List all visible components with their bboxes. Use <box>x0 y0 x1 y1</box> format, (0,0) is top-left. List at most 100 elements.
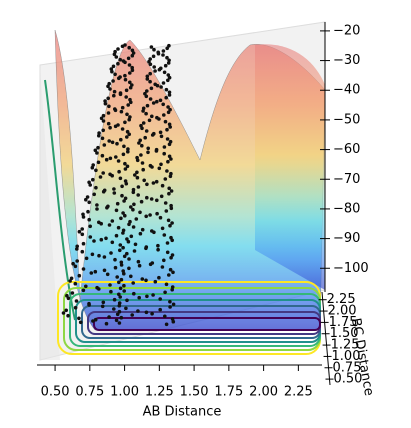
trajectory-dot <box>162 113 166 117</box>
trajectory-dot <box>159 134 164 139</box>
trajectory-dot <box>131 187 136 192</box>
trajectory-dot <box>126 149 130 154</box>
trajectory-dot <box>113 265 118 270</box>
trajectory-dot <box>123 179 128 183</box>
trajectory-dot <box>160 265 165 269</box>
trajectory-dot <box>97 131 101 135</box>
trajectory-dot <box>162 233 167 237</box>
trajectory-dot <box>167 58 171 63</box>
trajectory-dot <box>167 93 172 97</box>
trajectory-dot <box>140 126 144 131</box>
trajectory-dot <box>127 266 131 271</box>
trajectory-dot <box>110 219 115 223</box>
x-tick-label: 1.00 <box>110 385 139 400</box>
trajectory-dot <box>121 245 125 250</box>
trajectory-dot <box>80 227 84 231</box>
trajectory-dot <box>122 271 126 276</box>
trajectory-dot <box>120 105 125 110</box>
trajectory-dot <box>101 119 106 123</box>
trajectory-dot <box>140 161 145 165</box>
trajectory-dot <box>170 238 174 243</box>
trajectory-dot <box>73 281 78 286</box>
trajectory-dot <box>87 303 91 307</box>
trajectory-dot <box>119 260 124 265</box>
trajectory-dot <box>119 216 123 221</box>
z-tick-label: −40 <box>333 83 360 98</box>
x-tick-label: 0.75 <box>75 385 104 400</box>
trajectory-dot <box>110 69 114 74</box>
trajectory-dot <box>123 73 127 78</box>
trajectory-dot <box>70 291 75 295</box>
trajectory-dot <box>150 311 154 316</box>
z-tick-label: −30 <box>333 53 360 68</box>
x-tick-label: 1.75 <box>214 385 243 400</box>
trajectory-dot <box>125 298 129 303</box>
trajectory-dot <box>130 83 134 87</box>
trajectory-dot <box>140 227 145 232</box>
trajectory-dot <box>156 243 160 248</box>
trajectory-dot <box>125 251 129 256</box>
trajectory-dot <box>116 225 121 230</box>
trajectory-dot <box>168 107 172 112</box>
trajectory-dot <box>148 213 152 217</box>
trajectory-dot <box>88 235 93 239</box>
trajectory-dot <box>155 83 160 88</box>
trajectory-dot <box>156 51 161 56</box>
trajectory-dot <box>84 284 88 289</box>
trajectory-dot <box>165 127 169 132</box>
trajectory-dot <box>120 193 124 198</box>
trajectory-dot <box>148 62 153 67</box>
trajectory-dot <box>101 189 106 194</box>
trajectory-dot <box>145 77 150 81</box>
trajectory-dot <box>111 64 116 69</box>
trajectory-dot <box>89 271 94 275</box>
trajectory-dot <box>92 239 96 243</box>
trajectory-dot <box>171 302 176 307</box>
trajectory-dot <box>123 60 127 65</box>
trajectory-dot <box>132 202 136 207</box>
trajectory-dot <box>164 209 169 213</box>
trajectory-dot <box>144 278 148 283</box>
trajectory-dot <box>88 224 92 229</box>
trajectory-dot <box>135 158 140 163</box>
trajectory-dot <box>110 173 114 178</box>
trajectory-dot <box>149 197 154 201</box>
trajectory-dot <box>113 124 118 129</box>
trajectory-dot <box>166 105 170 109</box>
trajectory-dot <box>119 137 123 142</box>
trajectory-dot <box>101 171 105 175</box>
y-tick-label: 0.75 <box>333 360 362 375</box>
trajectory-dot <box>130 48 135 53</box>
trajectory-dot <box>164 95 168 100</box>
trajectory-dot <box>87 180 91 185</box>
trajectory-dot <box>127 63 132 67</box>
trajectory-dot <box>141 106 146 111</box>
trajectory <box>61 43 176 327</box>
trajectory-dot <box>170 285 175 289</box>
trajectory-dot <box>137 263 142 268</box>
y-axis <box>321 291 331 386</box>
trajectory-dot <box>159 85 163 89</box>
trajectory-dot <box>87 217 91 222</box>
trajectory-dot <box>133 173 137 177</box>
trajectory-dot <box>161 49 166 53</box>
trajectory-dot <box>152 47 156 52</box>
trajectory-dot <box>74 299 79 303</box>
trajectory-dot <box>81 241 86 246</box>
trajectory-dot <box>162 151 166 156</box>
trajectory-dot <box>131 225 136 229</box>
trajectory-dot <box>144 129 149 133</box>
trajectory-dot <box>121 231 125 235</box>
trajectory-dot <box>167 273 171 277</box>
trajectory-dot <box>155 99 159 104</box>
trajectory-dot <box>101 128 105 133</box>
trajectory-dot <box>94 168 98 173</box>
trajectory-dot <box>161 81 166 85</box>
trajectory-dot <box>97 287 101 291</box>
trajectory-dot <box>148 262 153 267</box>
trajectory-dot <box>166 159 170 164</box>
trajectory-dot <box>94 185 98 190</box>
trajectory-dot <box>158 297 162 301</box>
trajectory-dot <box>169 189 174 193</box>
